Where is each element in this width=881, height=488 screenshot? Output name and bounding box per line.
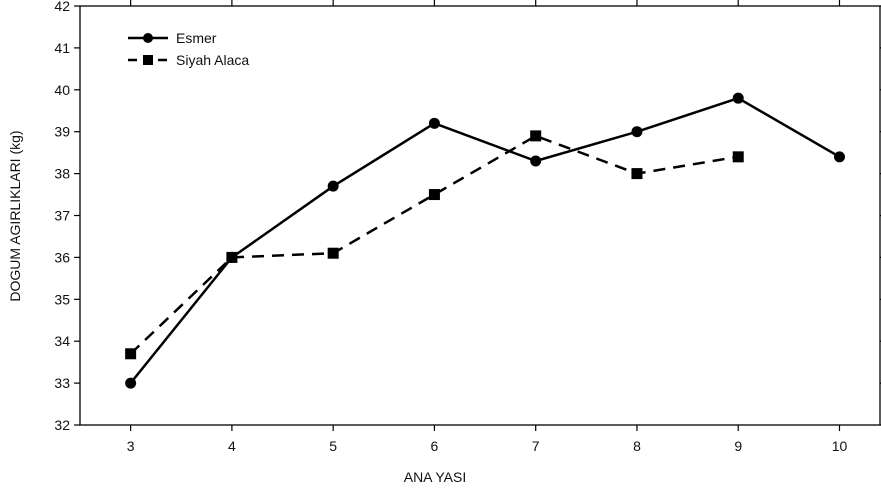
y-tick-label: 40 xyxy=(54,82,70,98)
data-point-esmer xyxy=(428,117,440,129)
data-point-siyah-alaca xyxy=(732,151,744,163)
data-point-esmer xyxy=(631,126,643,138)
x-tick-label: 7 xyxy=(532,438,540,454)
series-line-esmer xyxy=(129,96,841,384)
data-point-siyah-alaca xyxy=(631,168,643,180)
data-point-siyah-alaca xyxy=(327,247,339,259)
data-point-esmer xyxy=(530,155,542,167)
data-point-esmer xyxy=(327,180,339,192)
series-esmer xyxy=(125,92,845,389)
x-tick-label: 5 xyxy=(329,438,337,454)
y-tick-label: 36 xyxy=(54,249,70,265)
legend-label-siyah-alaca: Siyah Alaca xyxy=(176,52,249,68)
x-tick-label: 10 xyxy=(832,438,848,454)
data-point-siyah-alaca xyxy=(226,251,238,263)
series-line-siyah-alaca xyxy=(129,134,739,355)
data-point-siyah-alaca xyxy=(125,348,137,360)
y-tick-label: 32 xyxy=(54,417,70,433)
x-axis-title: ANA YASI xyxy=(404,469,467,485)
legend-marker-siyah-alaca xyxy=(143,55,153,65)
series-group xyxy=(125,92,845,389)
data-point-esmer xyxy=(833,151,845,163)
legend: Esmer Siyah Alaca xyxy=(128,30,249,68)
y-tick-label: 33 xyxy=(54,375,70,391)
data-point-esmer xyxy=(125,377,137,389)
y-tick-label: 37 xyxy=(54,208,70,224)
x-axis: 3 4 5 6 7 8 9 10 xyxy=(127,0,848,454)
y-tick-label: 39 xyxy=(54,124,70,140)
data-point-siyah-alaca xyxy=(428,189,440,201)
x-tick-label: 3 xyxy=(127,438,135,454)
plot-frame xyxy=(79,5,881,426)
y-axis-title: DOGUM AGIRLIKLARI (kg) xyxy=(7,130,23,301)
plot-frame-group xyxy=(79,5,881,426)
y-tick-label: 35 xyxy=(54,291,70,307)
legend-entry-esmer: Esmer xyxy=(128,30,217,46)
y-tick-label: 34 xyxy=(54,333,70,349)
data-point-siyah-alaca xyxy=(530,130,542,142)
y-axis: 32 33 34 35 36 37 38 39 40 41 42 xyxy=(54,0,881,433)
legend-label-esmer: Esmer xyxy=(176,30,217,46)
legend-marker-esmer xyxy=(143,33,153,43)
series-siyah-alaca xyxy=(125,130,744,360)
x-tick-label: 4 xyxy=(228,438,236,454)
x-tick-label: 8 xyxy=(633,438,641,454)
y-tick-label: 41 xyxy=(54,40,70,56)
legend-entry-siyah-alaca: Siyah Alaca xyxy=(128,52,249,68)
data-point-esmer xyxy=(732,92,744,104)
y-tick-label: 38 xyxy=(54,166,70,182)
y-tick-label: 42 xyxy=(54,0,70,14)
x-tick-label: 9 xyxy=(734,438,742,454)
x-tick-label: 6 xyxy=(431,438,439,454)
